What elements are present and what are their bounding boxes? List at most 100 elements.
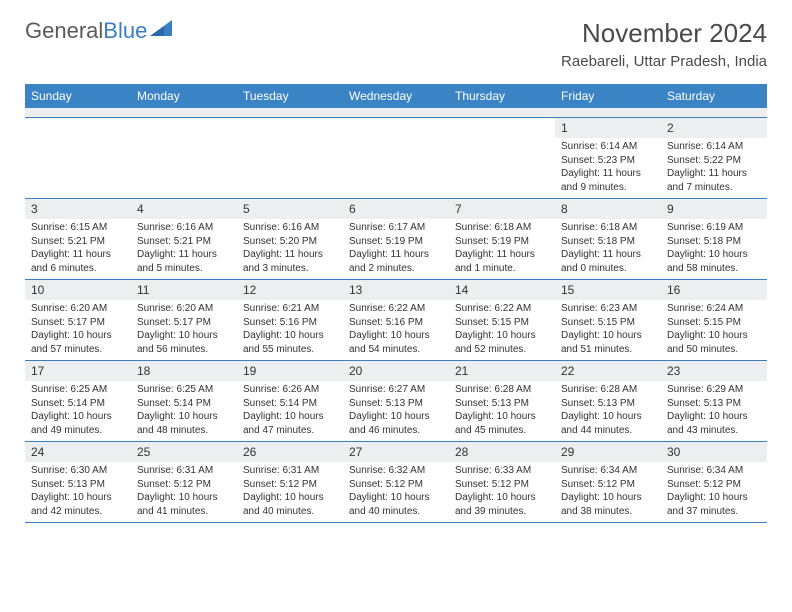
day-number: 12	[237, 280, 343, 300]
day-info: Sunrise: 6:23 AMSunset: 5:15 PMDaylight:…	[555, 300, 661, 360]
day-number: 4	[131, 199, 237, 219]
day-cell: 16Sunrise: 6:24 AMSunset: 5:15 PMDayligh…	[661, 280, 767, 360]
day-cell: 27Sunrise: 6:32 AMSunset: 5:12 PMDayligh…	[343, 442, 449, 522]
day-info: Sunrise: 6:28 AMSunset: 5:13 PMDaylight:…	[449, 381, 555, 441]
day-number: 27	[343, 442, 449, 462]
weeks-container: 1Sunrise: 6:14 AMSunset: 5:23 PMDaylight…	[25, 118, 767, 523]
day-number	[449, 118, 555, 124]
day-cell: 17Sunrise: 6:25 AMSunset: 5:14 PMDayligh…	[25, 361, 131, 441]
week-row: 10Sunrise: 6:20 AMSunset: 5:17 PMDayligh…	[25, 280, 767, 361]
calendar-grid: Sunday Monday Tuesday Wednesday Thursday…	[25, 84, 767, 523]
day-info: Sunrise: 6:28 AMSunset: 5:13 PMDaylight:…	[555, 381, 661, 441]
daylight-text: Daylight: 10 hours and 45 minutes.	[455, 410, 549, 437]
daylight-text: Daylight: 10 hours and 54 minutes.	[349, 329, 443, 356]
sunrise-text: Sunrise: 6:31 AM	[137, 464, 231, 478]
day-number: 3	[25, 199, 131, 219]
daylight-text: Daylight: 10 hours and 40 minutes.	[243, 491, 337, 518]
day-cell	[131, 118, 237, 198]
day-cell: 11Sunrise: 6:20 AMSunset: 5:17 PMDayligh…	[131, 280, 237, 360]
sunset-text: Sunset: 5:20 PM	[243, 235, 337, 249]
sunset-text: Sunset: 5:12 PM	[137, 478, 231, 492]
week-row: 3Sunrise: 6:15 AMSunset: 5:21 PMDaylight…	[25, 199, 767, 280]
sunset-text: Sunset: 5:16 PM	[243, 316, 337, 330]
sunrise-text: Sunrise: 6:20 AM	[137, 302, 231, 316]
week-row: 24Sunrise: 6:30 AMSunset: 5:13 PMDayligh…	[25, 442, 767, 523]
sunset-text: Sunset: 5:13 PM	[31, 478, 125, 492]
daylight-text: Daylight: 11 hours and 0 minutes.	[561, 248, 655, 275]
sunset-text: Sunset: 5:23 PM	[561, 154, 655, 168]
day-info: Sunrise: 6:27 AMSunset: 5:13 PMDaylight:…	[343, 381, 449, 441]
sunrise-text: Sunrise: 6:30 AM	[31, 464, 125, 478]
daylight-text: Daylight: 10 hours and 55 minutes.	[243, 329, 337, 356]
day-cell	[25, 118, 131, 198]
daylight-text: Daylight: 10 hours and 39 minutes.	[455, 491, 549, 518]
sunset-text: Sunset: 5:19 PM	[455, 235, 549, 249]
sunset-text: Sunset: 5:12 PM	[455, 478, 549, 492]
page-header: GeneralBlue November 2024 Raebareli, Utt…	[25, 18, 767, 70]
daylight-text: Daylight: 10 hours and 42 minutes.	[31, 491, 125, 518]
day-info: Sunrise: 6:22 AMSunset: 5:16 PMDaylight:…	[343, 300, 449, 360]
day-cell: 21Sunrise: 6:28 AMSunset: 5:13 PMDayligh…	[449, 361, 555, 441]
day-cell: 14Sunrise: 6:22 AMSunset: 5:15 PMDayligh…	[449, 280, 555, 360]
sunrise-text: Sunrise: 6:22 AM	[455, 302, 549, 316]
week-row: 1Sunrise: 6:14 AMSunset: 5:23 PMDaylight…	[25, 118, 767, 199]
sunset-text: Sunset: 5:13 PM	[455, 397, 549, 411]
sunset-text: Sunset: 5:15 PM	[667, 316, 761, 330]
sunrise-text: Sunrise: 6:21 AM	[243, 302, 337, 316]
day-number: 5	[237, 199, 343, 219]
sunset-text: Sunset: 5:18 PM	[667, 235, 761, 249]
day-number: 6	[343, 199, 449, 219]
sunrise-text: Sunrise: 6:16 AM	[137, 221, 231, 235]
day-cell: 6Sunrise: 6:17 AMSunset: 5:19 PMDaylight…	[343, 199, 449, 279]
day-cell: 13Sunrise: 6:22 AMSunset: 5:16 PMDayligh…	[343, 280, 449, 360]
daylight-text: Daylight: 10 hours and 58 minutes.	[667, 248, 761, 275]
daylight-text: Daylight: 10 hours and 51 minutes.	[561, 329, 655, 356]
sunset-text: Sunset: 5:15 PM	[561, 316, 655, 330]
day-number: 30	[661, 442, 767, 462]
daylight-text: Daylight: 10 hours and 46 minutes.	[349, 410, 443, 437]
day-number: 20	[343, 361, 449, 381]
sunrise-text: Sunrise: 6:22 AM	[349, 302, 443, 316]
day-cell: 23Sunrise: 6:29 AMSunset: 5:13 PMDayligh…	[661, 361, 767, 441]
day-info: Sunrise: 6:22 AMSunset: 5:15 PMDaylight:…	[449, 300, 555, 360]
day-number	[25, 118, 131, 124]
logo: GeneralBlue	[25, 18, 172, 44]
day-number: 21	[449, 361, 555, 381]
day-cell: 8Sunrise: 6:18 AMSunset: 5:18 PMDaylight…	[555, 199, 661, 279]
sunrise-text: Sunrise: 6:28 AM	[455, 383, 549, 397]
sunset-text: Sunset: 5:12 PM	[561, 478, 655, 492]
day-number: 29	[555, 442, 661, 462]
sunrise-text: Sunrise: 6:27 AM	[349, 383, 443, 397]
sunrise-text: Sunrise: 6:34 AM	[561, 464, 655, 478]
day-cell: 10Sunrise: 6:20 AMSunset: 5:17 PMDayligh…	[25, 280, 131, 360]
daylight-text: Daylight: 10 hours and 40 minutes.	[349, 491, 443, 518]
day-info: Sunrise: 6:31 AMSunset: 5:12 PMDaylight:…	[237, 462, 343, 522]
sunset-text: Sunset: 5:14 PM	[243, 397, 337, 411]
daylight-text: Daylight: 10 hours and 56 minutes.	[137, 329, 231, 356]
daylight-text: Daylight: 10 hours and 50 minutes.	[667, 329, 761, 356]
weekday-header: Friday	[555, 84, 661, 108]
day-number: 15	[555, 280, 661, 300]
daylight-text: Daylight: 11 hours and 2 minutes.	[349, 248, 443, 275]
day-cell: 26Sunrise: 6:31 AMSunset: 5:12 PMDayligh…	[237, 442, 343, 522]
day-cell: 24Sunrise: 6:30 AMSunset: 5:13 PMDayligh…	[25, 442, 131, 522]
day-info: Sunrise: 6:26 AMSunset: 5:14 PMDaylight:…	[237, 381, 343, 441]
sunrise-text: Sunrise: 6:15 AM	[31, 221, 125, 235]
weekday-header: Saturday	[661, 84, 767, 108]
sunrise-text: Sunrise: 6:19 AM	[667, 221, 761, 235]
day-number	[343, 118, 449, 124]
day-info: Sunrise: 6:30 AMSunset: 5:13 PMDaylight:…	[25, 462, 131, 522]
day-cell	[343, 118, 449, 198]
sunrise-text: Sunrise: 6:28 AM	[561, 383, 655, 397]
day-cell: 1Sunrise: 6:14 AMSunset: 5:23 PMDaylight…	[555, 118, 661, 198]
day-number: 24	[25, 442, 131, 462]
day-info: Sunrise: 6:34 AMSunset: 5:12 PMDaylight:…	[661, 462, 767, 522]
daylight-text: Daylight: 10 hours and 49 minutes.	[31, 410, 125, 437]
sunset-text: Sunset: 5:13 PM	[349, 397, 443, 411]
day-cell	[449, 118, 555, 198]
sunset-text: Sunset: 5:18 PM	[561, 235, 655, 249]
day-info: Sunrise: 6:20 AMSunset: 5:17 PMDaylight:…	[25, 300, 131, 360]
logo-text-1: General	[25, 18, 103, 44]
daylight-text: Daylight: 10 hours and 44 minutes.	[561, 410, 655, 437]
sunset-text: Sunset: 5:12 PM	[243, 478, 337, 492]
